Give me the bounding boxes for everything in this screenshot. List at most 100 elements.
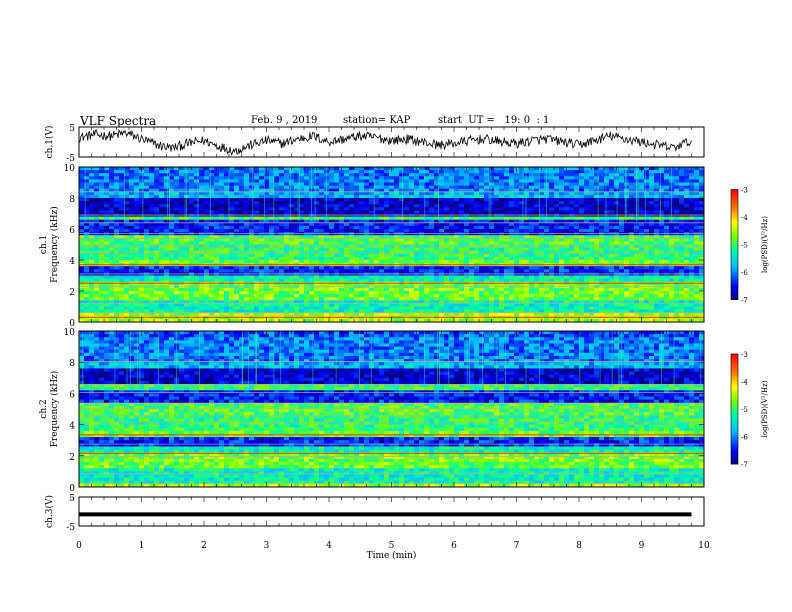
ch1-spec-cell [604,170,610,174]
ch1-spec-cell [149,253,155,258]
ch1-spec-cell [629,269,635,273]
ch1-spec-cell [649,188,655,193]
ch1-spec-cell [164,188,170,193]
ch1-spec-cell [364,182,370,186]
ch1-spec-cell [324,191,330,196]
ch1-spec-cell [489,278,495,283]
ch1-spec-cell [359,167,365,171]
ch1-spec-cell [694,198,700,202]
ch1-spec-cell [244,182,250,186]
ch1-spec-cell [504,269,510,273]
ch1-spec-cell [384,204,390,208]
ch1-spec-cell [244,238,250,242]
ch1-spec-cell [599,269,605,273]
ch1-spec-cell [109,287,115,292]
ch1-spec-cell [209,225,215,230]
ch1-spec-cell [304,235,310,239]
ch1-spec-cell [384,188,390,193]
ch1-spec-cell [349,191,355,196]
ch1-spec-cell [274,204,280,208]
ch1-spec-cell [594,173,600,177]
ch1-spec-cell [349,194,355,199]
ch1-spec-cell [619,188,625,193]
ch1-spec-cell [114,266,120,270]
ch1-spec-cell [689,256,695,261]
ch1-spec-cell [354,235,360,239]
ch1-spec-cell [629,210,635,214]
ch1-spec-cell [189,170,195,174]
ch1-spec-cell [689,222,695,227]
ch1-spec-cell [209,238,215,242]
ch1-spec-cell [434,278,440,283]
ch1-spec-cell [314,225,320,230]
ch1-spec-cell [674,210,680,214]
start-time-label: start UT = 19: 0 : 1 [438,115,550,126]
ch1-spec-cell [179,275,185,279]
ch1-spec-cell [304,179,310,183]
ch1-spec-cell [284,173,290,177]
ch1-spec-cell [639,201,645,205]
ch1-spec-cell [374,238,380,242]
ch1-spec-cell [379,191,385,196]
ch1-spec-cell [94,219,100,224]
ch1-spec-cell [629,191,635,196]
ch1-spec-cell [329,170,335,174]
ch1-spec-cell [284,278,290,283]
ch1-spec-cell [429,238,435,242]
ch1-spec-cell [329,235,335,239]
ch1-spec-cell [129,207,135,211]
ch1-spec-cell [684,188,690,193]
ch1-spec-cell [329,201,335,205]
ch1-spec-cell [419,225,425,230]
ch1-spec-cell [424,176,430,180]
ch1-spec-cell [459,188,465,193]
ch1-spec-cell [469,210,475,214]
ch1-spec-cell [134,256,140,261]
ch1-spec-cell [224,207,230,211]
ch1-spec-cell [419,170,425,174]
ch1-spec-cell [404,229,410,233]
ch1-spec-cell [509,198,515,202]
ch1-spec-cell [369,222,375,227]
ch1-spec-cell [314,191,320,196]
ch1-spec-cell [134,185,140,190]
ch1-spec-cell [694,278,700,283]
ch1-spec-cell [479,238,485,242]
ch1-spec-cell [304,210,310,214]
ch1-spec-cell [584,238,590,242]
ch1-spec-cell [134,222,140,227]
ch1-spec-cell [389,247,395,252]
ch1-spec-cell [579,167,585,171]
ch1-spec-cell [519,188,525,193]
ch1-spec-cell [399,176,405,180]
ch1-spec-cell [649,194,655,199]
ch1-spec-cell [139,191,145,196]
ch1-spec-cell [374,173,380,177]
ch1-spec-cell [599,179,605,183]
ch1-spec-cell [619,256,625,261]
ch1-spec-cell [524,266,530,270]
ch1-spec-cell [664,266,670,270]
ch1-spec-cell [359,260,365,264]
ch1-spec-cell [359,269,365,273]
ch1-spec-cell [334,179,340,183]
ch1-spec-cell [474,170,480,174]
ch1-spec-cell [79,247,85,252]
ch1-spec-cell [159,170,165,174]
ch1-spec-cell [619,210,625,214]
ch1-spec-cell [194,247,200,252]
ch1-spec-cell [564,260,570,264]
ch1-spec-cell [604,207,610,211]
ch1-spec-cell [364,198,370,202]
ch1-spec-cell [459,210,465,214]
ch1-spec-cell [264,201,270,205]
ch1-spec-cell [579,275,585,279]
ch1-spec-cell [139,269,145,273]
ch1-spec-cell [339,269,345,273]
ch1-spec-cell [379,188,385,193]
ch1-spec-cell [539,194,545,199]
ch1-spec-cell [404,198,410,202]
ch1-spec-cell [534,194,540,199]
ch1-spec-cell [489,191,495,196]
ch1-spec-cell [474,222,480,227]
